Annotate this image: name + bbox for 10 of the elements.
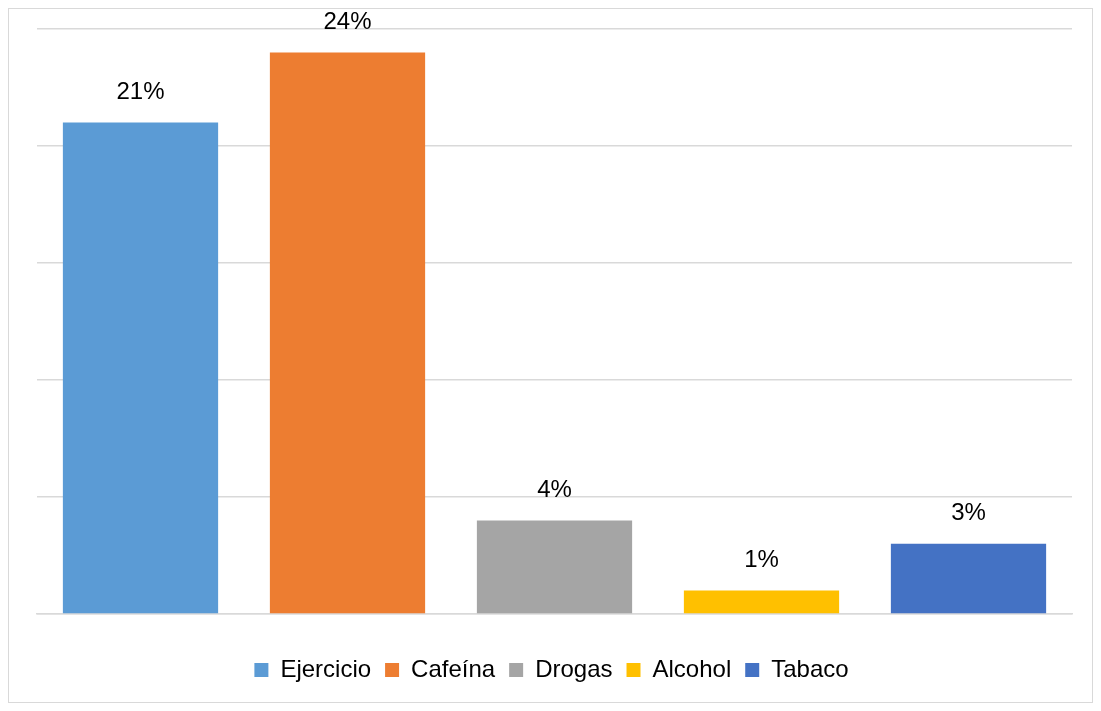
data-label: 4% <box>537 475 572 503</box>
data-label: 21% <box>116 77 165 105</box>
data-label: 3% <box>951 498 986 526</box>
legend-label: Tabaco <box>771 654 849 682</box>
data-label: 1% <box>744 545 779 573</box>
data-label: 24% <box>323 7 372 35</box>
legend-label: Drogas <box>535 654 613 682</box>
legend-label: Ejercicio <box>280 654 372 682</box>
legend-label: Alcohol <box>652 654 732 682</box>
legend-label: Cafeína <box>411 654 496 682</box>
